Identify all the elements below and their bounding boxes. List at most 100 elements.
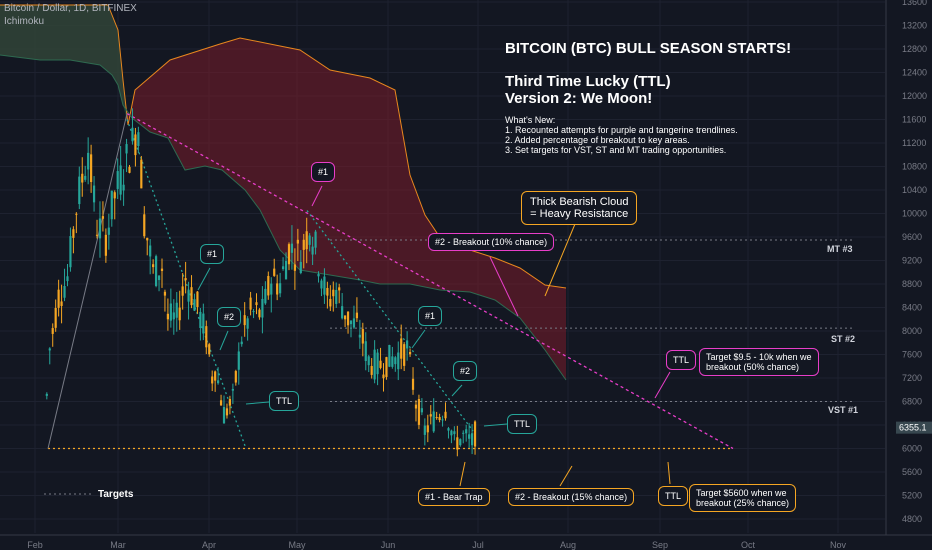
candle-body bbox=[181, 286, 184, 296]
candle-body bbox=[258, 309, 261, 318]
price-tick-label: 11600 bbox=[902, 115, 926, 125]
candle-body bbox=[63, 286, 66, 298]
candle-body bbox=[146, 237, 149, 241]
candle-body bbox=[367, 356, 370, 366]
ichimoku-bull-cloud bbox=[0, 5, 128, 125]
candle-body bbox=[90, 154, 93, 183]
candle-body bbox=[299, 261, 302, 274]
callout-target-pink: Target $9.5 - 10k when we breakout (50% … bbox=[699, 348, 819, 376]
candle-body bbox=[169, 303, 172, 321]
candle-body bbox=[453, 431, 456, 435]
candle-body bbox=[152, 264, 155, 268]
pink-trendline bbox=[126, 113, 734, 450]
callout-ttl-teal-b: TTL bbox=[507, 414, 538, 434]
candle-body bbox=[397, 352, 400, 370]
candle-body bbox=[228, 398, 232, 406]
candle-body bbox=[279, 283, 282, 294]
candle-body bbox=[51, 328, 54, 334]
candle-body bbox=[131, 127, 134, 142]
pointer-one-teal-a bbox=[197, 267, 211, 291]
time-tick-label: May bbox=[288, 540, 306, 550]
level-st-label: ST #2 bbox=[831, 334, 856, 344]
time-tick-label: Apr bbox=[202, 540, 216, 550]
candle-body bbox=[329, 298, 332, 307]
candle-body bbox=[290, 243, 294, 253]
candle-body bbox=[92, 185, 96, 203]
time-tick-label: Sep bbox=[652, 540, 668, 550]
pointer-one-teal-b bbox=[411, 329, 426, 349]
candle-body bbox=[196, 291, 199, 308]
candle-body bbox=[400, 338, 403, 359]
candle-body bbox=[335, 290, 338, 304]
candle-body bbox=[344, 315, 347, 320]
callout-one-teal-b: #1 bbox=[418, 306, 443, 326]
price-tick-label: 5600 bbox=[902, 467, 922, 477]
candle-body bbox=[361, 328, 364, 344]
candle-body bbox=[125, 144, 128, 154]
callout-one-teal-a: #1 bbox=[200, 244, 225, 264]
callout-two-teal-a: #2 bbox=[217, 307, 242, 327]
callout-breakout-orange: #2 - Breakout (15% chance) bbox=[508, 488, 635, 506]
time-tick-label: Oct bbox=[741, 540, 756, 550]
time-tick-label: Mar bbox=[110, 540, 126, 550]
candle-body bbox=[456, 437, 459, 450]
candle-body bbox=[175, 302, 178, 318]
candle-body bbox=[267, 275, 270, 296]
candle-body bbox=[193, 299, 196, 311]
candle-body bbox=[447, 428, 450, 431]
candle-body bbox=[184, 278, 187, 281]
candle-body bbox=[69, 236, 72, 268]
candle-body bbox=[178, 307, 181, 321]
last-price-label: 6355.1 bbox=[899, 423, 927, 433]
candle-body bbox=[323, 276, 326, 295]
candle-body bbox=[473, 421, 477, 447]
candle-body bbox=[358, 334, 361, 338]
candle-body bbox=[249, 297, 252, 310]
candle-body bbox=[388, 344, 391, 367]
candle-body bbox=[408, 352, 412, 355]
price-tick-label: 11200 bbox=[902, 138, 926, 148]
subtitle-1: Third Time Lucky (TTL) bbox=[505, 73, 671, 90]
candle-body bbox=[231, 388, 234, 391]
candle-body bbox=[373, 349, 376, 380]
candle-body bbox=[87, 152, 90, 170]
candle-body bbox=[273, 268, 276, 276]
pointer-breakout-pink bbox=[489, 256, 519, 317]
price-tick-label: 4800 bbox=[902, 514, 922, 524]
candle-body bbox=[341, 306, 344, 319]
candle-body bbox=[205, 326, 208, 348]
pointer-breakout-orange bbox=[559, 465, 573, 487]
candle-body bbox=[450, 430, 453, 436]
candle-body bbox=[352, 318, 356, 328]
candle-body bbox=[143, 214, 146, 237]
candle-body bbox=[314, 231, 317, 248]
time-tick-label: Jun bbox=[381, 540, 396, 550]
candle-body bbox=[270, 283, 273, 295]
candle-body bbox=[355, 312, 359, 319]
candle-body bbox=[246, 318, 249, 329]
price-tick-label: 13200 bbox=[902, 21, 927, 31]
candle-body bbox=[154, 256, 158, 286]
candle-body bbox=[134, 134, 137, 156]
candle-body bbox=[370, 366, 373, 375]
price-tick-label: 9600 bbox=[902, 232, 922, 242]
candle-body bbox=[72, 229, 75, 238]
callout-ttl-pink: TTL bbox=[666, 350, 697, 370]
ichimoku-span-b bbox=[0, 54, 567, 381]
candle-body bbox=[66, 276, 69, 282]
candle-body bbox=[346, 311, 350, 326]
candle-body bbox=[211, 376, 214, 384]
candle-body bbox=[305, 231, 308, 250]
candle-body bbox=[432, 411, 435, 432]
candle-body bbox=[320, 280, 323, 289]
callout-bear-trap: #1 - Bear Trap bbox=[418, 488, 490, 506]
price-tick-label: 7600 bbox=[902, 350, 922, 360]
whats-new-list: What's New: 1. Recounted attempts for pu… bbox=[505, 115, 791, 155]
candle-body bbox=[302, 239, 305, 250]
teal-trendline-1 bbox=[126, 119, 247, 449]
time-tick-label: Jul bbox=[472, 540, 484, 550]
candle-body bbox=[252, 311, 255, 313]
ichimoku-span-a bbox=[0, 4, 567, 289]
candle-body bbox=[287, 244, 291, 265]
